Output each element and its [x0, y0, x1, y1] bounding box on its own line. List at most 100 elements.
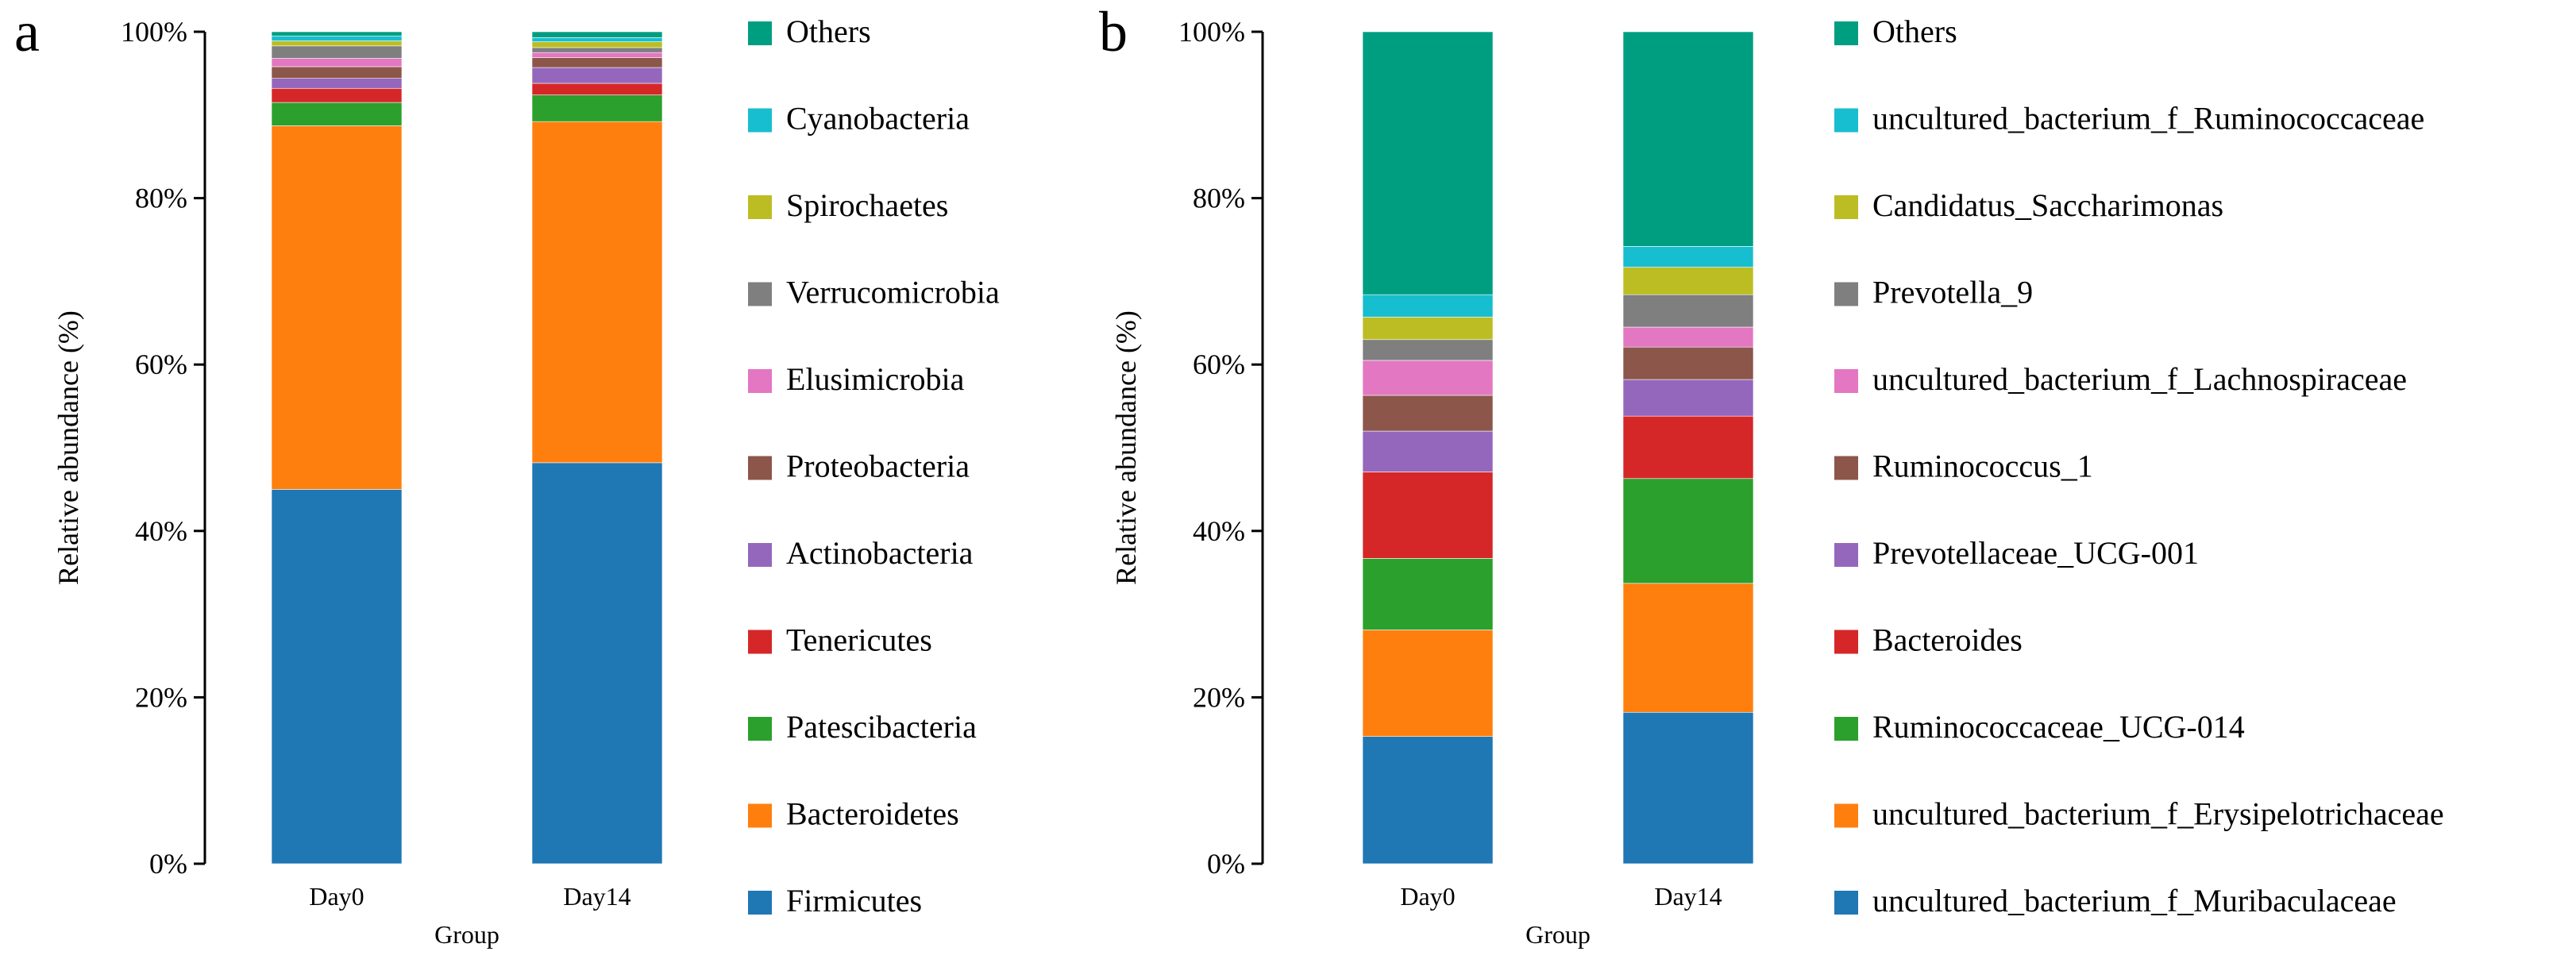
bar-segment-day14-7 — [531, 52, 663, 58]
y-axis-label: Relative abundance (%) — [52, 310, 84, 585]
bar-segment-day0-5 — [1362, 430, 1494, 472]
legend-swatch — [748, 803, 772, 828]
legend-label: Bacteroides — [1872, 622, 2023, 658]
legend-swatch — [1834, 195, 1858, 219]
legend-swatch — [1834, 21, 1858, 45]
bar-segment-day14-2 — [1622, 583, 1754, 713]
y-tick-label: 20% — [1193, 681, 1245, 713]
legend-label: uncultured_bacterium_f_Muribaculaceae — [1872, 883, 2397, 919]
bar-segment-day0-11 — [271, 31, 403, 37]
y-tick-label: 20% — [135, 681, 187, 713]
legend-swatch — [1834, 717, 1858, 741]
bar-segment-day14-1 — [531, 462, 663, 865]
x-tick-label: Day0 — [1400, 882, 1455, 911]
bar-segment-day0-8 — [271, 45, 403, 59]
legend-label: Ruminococcaceae_UCG-014 — [1872, 709, 2245, 745]
bar-segment-day14-6 — [1622, 346, 1754, 380]
legend-label: Elusimicrobia — [786, 361, 965, 397]
legend-swatch — [748, 195, 772, 219]
bar-segment-day14-10 — [1622, 246, 1754, 268]
bar-segment-day0-10 — [1362, 294, 1494, 318]
bar-segment-day14-3 — [1622, 478, 1754, 584]
bar-segment-day0-1 — [271, 489, 403, 865]
x-tick-label: Day0 — [309, 882, 364, 911]
bar-segment-day0-6 — [271, 66, 403, 79]
x-axis-label: Group — [434, 920, 499, 949]
legend-swatch — [748, 630, 772, 654]
bar-segment-day0-8 — [1362, 339, 1494, 361]
legend-label: Prevotella_9 — [1872, 275, 2033, 310]
bar-segment-day0-6 — [1362, 395, 1494, 432]
bar-segment-day14-11 — [531, 31, 663, 38]
bar-segment-day0-5 — [271, 78, 403, 89]
legend-swatch — [1834, 803, 1858, 828]
legend-swatch — [1834, 369, 1858, 393]
legend-label: Ruminococcus_1 — [1872, 449, 2093, 484]
legend-swatch — [748, 891, 772, 915]
bar-segment-day14-4 — [531, 83, 663, 95]
legend-label: Tenericutes — [786, 622, 932, 658]
legend-swatch — [748, 21, 772, 45]
legend-label: Candidatus_Saccharimonas — [1872, 187, 2223, 223]
bar-segment-day0-3 — [271, 102, 403, 126]
bar-segment-day0-2 — [1362, 630, 1494, 737]
bar-segment-day14-10 — [531, 37, 663, 42]
bar-segment-day0-10 — [271, 35, 403, 41]
bar-segment-day14-2 — [531, 121, 663, 464]
bar-segment-day14-8 — [1622, 294, 1754, 328]
legend-swatch — [1834, 891, 1858, 915]
panel-label: b — [1099, 0, 1128, 64]
bar-segment-day0-4 — [1362, 472, 1494, 559]
y-tick-label: 40% — [1193, 515, 1245, 547]
legend-label: Verrucomicrobia — [786, 275, 1000, 310]
legend: Others uncultured_bacterium_f_Ruminococca… — [1834, 13, 2444, 919]
y-tick-label: 80% — [135, 183, 187, 214]
legend-swatch — [748, 717, 772, 741]
legend: Others Cyanobacteria Spirochaetes Verrucomi… — [748, 13, 1000, 919]
y-tick-label: 80% — [1193, 183, 1245, 214]
bar-segment-day14-6 — [531, 57, 663, 68]
y-tick-label: 40% — [135, 515, 187, 547]
bar-segment-day0-7 — [1362, 360, 1494, 396]
bar-segment-day14-7 — [1622, 326, 1754, 348]
legend-swatch — [1834, 456, 1858, 480]
legend-swatch — [748, 369, 772, 393]
x-tick-label: Day14 — [1654, 882, 1722, 911]
legend-label: Prevotellaceae_UCG-001 — [1872, 535, 2199, 571]
legend-label: Actinobacteria — [786, 535, 974, 571]
bar-segment-day14-9 — [531, 41, 663, 48]
bar-segment-day14-9 — [1622, 267, 1754, 295]
legend-label: Proteobacteria — [786, 449, 970, 484]
panel-b: b 0% 20% 40% 60% 80% 100% Relative abundance (%… — [1099, 0, 2444, 949]
bar-segment-day14-8 — [531, 47, 663, 53]
legend-label: uncultured_bacterium_f_Erysipelotrichace… — [1872, 796, 2444, 832]
legend-swatch — [748, 543, 772, 567]
legend-swatch — [748, 282, 772, 306]
x-tick-label: Day14 — [563, 882, 631, 911]
y-tick-label: 0% — [1207, 848, 1245, 880]
bar-segment-day0-3 — [1362, 558, 1494, 630]
legend-label: Patescibacteria — [786, 709, 977, 745]
legend-label: Others — [786, 13, 871, 49]
bar-segment-day0-1 — [1362, 736, 1494, 865]
bar-segment-day0-4 — [271, 87, 403, 103]
bar-segment-day14-5 — [1622, 379, 1754, 417]
legend-label: uncultured_bacterium_f_Lachnospiraceae — [1872, 361, 2407, 397]
y-tick-label: 60% — [135, 349, 187, 380]
bar-segment-day0-7 — [271, 58, 403, 67]
bar-segment-day14-3 — [531, 94, 663, 122]
legend-swatch — [1834, 282, 1858, 306]
bar-segment-day0-2 — [271, 125, 403, 490]
legend-label: Bacteroidetes — [786, 796, 959, 832]
bar-segment-day14-1 — [1622, 711, 1754, 865]
legend-swatch — [1834, 543, 1858, 567]
legend-swatch — [1834, 108, 1858, 133]
y-tick-label: 100% — [121, 16, 187, 48]
legend-label: uncultured_bacterium_f_Ruminococcaceae — [1872, 101, 2424, 137]
bar-segment-day0-9 — [271, 40, 403, 47]
panel-a: a 0% 20% 40% 60% 80% 100% Relative abundance (%… — [14, 0, 1000, 949]
bar-segment-day14-4 — [1622, 415, 1754, 480]
y-tick-label: 100% — [1178, 16, 1245, 48]
